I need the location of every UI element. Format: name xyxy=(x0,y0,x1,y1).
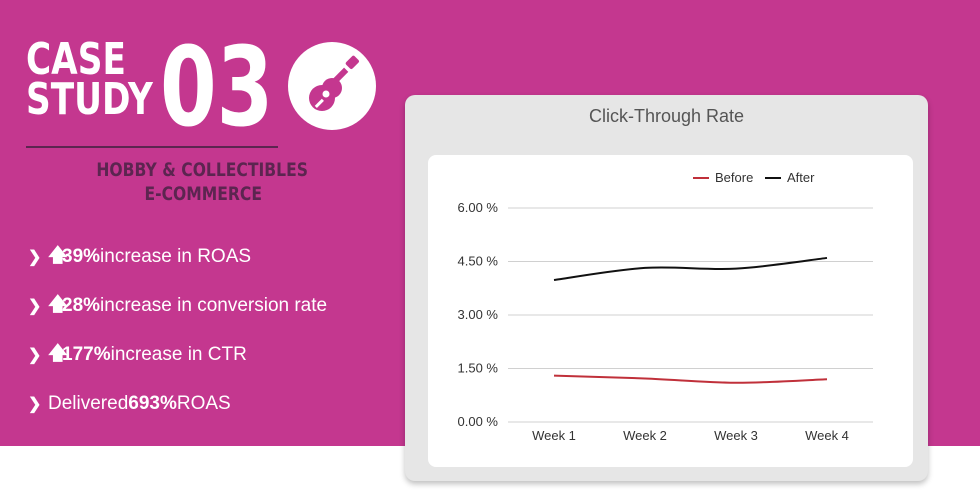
result-item: ❯ 🡅 39% increase in ROAS xyxy=(28,232,327,281)
result-stat: 28% xyxy=(62,294,101,316)
series-line-before xyxy=(553,374,828,384)
y-tick-label: 6.00 % xyxy=(458,200,499,215)
legend-label: Before xyxy=(715,170,753,185)
results-list: ❯ 🡅 39% increase in ROAS ❯ 🡅 28% increas… xyxy=(28,232,327,428)
result-prefix: Delivered xyxy=(48,392,129,414)
chevron-right-icon: ❯ xyxy=(28,248,42,266)
result-text: increase in conversion rate xyxy=(100,294,328,316)
y-tick-label: 4.50 % xyxy=(458,254,499,269)
subtitle-line-1: HOBBY & COLLECTIBLES xyxy=(96,159,308,181)
heading-line-study: STUDY xyxy=(26,74,153,125)
legend-label: After xyxy=(787,170,815,185)
y-tick-label: 3.00 % xyxy=(458,307,499,322)
series-line-after xyxy=(553,256,828,282)
guitar-icon xyxy=(288,42,376,130)
case-study-heading: CASE STUDY xyxy=(26,38,153,122)
x-tick-label: Week 3 xyxy=(714,428,758,443)
case-number: 03 xyxy=(160,23,274,151)
chart-title: Click-Through Rate xyxy=(588,106,745,126)
chevron-right-icon: ❯ xyxy=(28,395,42,413)
result-stat: 39% xyxy=(62,245,101,267)
industry-subtitle: HOBBY & COLLECTIBLES E-COMMERCE xyxy=(96,158,308,206)
result-item: ❯ 🡅 28% increase in conversion rate xyxy=(28,281,327,330)
result-text: increase in ROAS xyxy=(100,245,252,267)
x-tick-label: Week 2 xyxy=(623,428,667,443)
x-tick-label: Week 4 xyxy=(805,428,849,443)
y-tick-label: 0.00 % xyxy=(458,414,499,429)
x-tick-label: Week 1 xyxy=(532,428,576,443)
y-tick-label: 1.50 % xyxy=(458,361,499,376)
result-stat: 693% xyxy=(128,392,177,414)
heading-line-case: CASE xyxy=(26,34,126,85)
heading-divider xyxy=(26,146,278,148)
chevron-right-icon: ❯ xyxy=(28,297,42,315)
result-text: ROAS xyxy=(176,392,231,414)
chevron-right-icon: ❯ xyxy=(28,346,42,364)
result-item: ❯ Delivered 693% ROAS xyxy=(28,379,327,428)
result-item: ❯ 🡅 177% increase in CTR xyxy=(28,330,327,379)
chart-plot-area xyxy=(428,155,913,467)
subtitle-line-2: E-COMMERCE xyxy=(144,183,262,205)
result-text: increase in CTR xyxy=(110,343,247,365)
result-stat: 177% xyxy=(62,343,111,365)
